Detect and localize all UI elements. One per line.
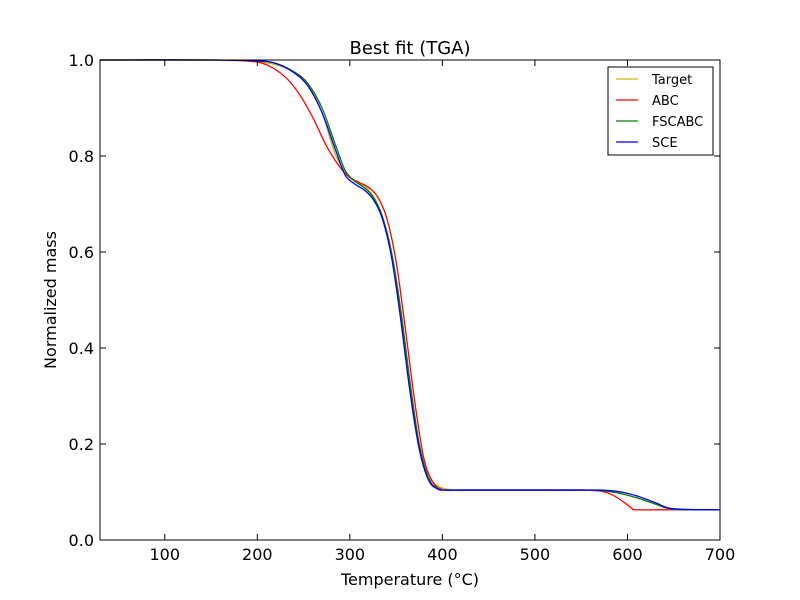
legend-label-abc: ABC <box>652 94 679 109</box>
x-tick-label: 100 <box>150 545 181 564</box>
y-axis-label: Normalized mass <box>41 231 60 369</box>
x-tick-label: 600 <box>612 545 643 564</box>
series-line-abc <box>99 59 720 511</box>
plot-frame <box>99 59 721 541</box>
legend-label-target: Target <box>651 73 692 88</box>
x-tick-label: 300 <box>335 545 366 564</box>
x-axis-label: Temperature (°C) <box>340 570 479 589</box>
x-tick-label: 700 <box>705 545 736 564</box>
legend-label-sce: SCE <box>652 136 678 151</box>
x-tick-label: 400 <box>427 545 458 564</box>
y-axis-ticks: 0.0 0.2 0.4 0.6 0.8 1.0 <box>69 51 720 550</box>
chart-title: Best fit (TGA) <box>350 38 471 59</box>
x-axis-ticks: 100 200 300 400 500 600 700 <box>150 60 736 564</box>
legend: Target ABC FSCABC SCE <box>607 66 714 156</box>
y-tick-label: 0.4 <box>69 339 94 358</box>
y-tick-label: 0.2 <box>69 435 94 454</box>
y-tick-label: 0.8 <box>69 147 94 166</box>
x-tick-label: 200 <box>242 545 273 564</box>
series-line-sce <box>99 59 721 511</box>
y-tick-label: 1.0 <box>69 51 94 70</box>
legend-box <box>607 66 714 156</box>
y-tick-label: 0.6 <box>69 243 94 262</box>
x-tick-label: 500 <box>520 545 551 564</box>
legend-label-fscabc: FSCABC <box>652 115 703 130</box>
plot-lines <box>99 59 721 511</box>
y-tick-label: 0.0 <box>69 531 94 550</box>
